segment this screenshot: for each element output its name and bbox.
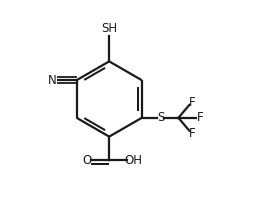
- Text: O: O: [83, 154, 92, 167]
- Text: F: F: [197, 111, 204, 124]
- Text: OH: OH: [124, 154, 142, 167]
- Text: F: F: [189, 96, 196, 109]
- Text: N: N: [47, 74, 56, 87]
- Text: F: F: [189, 127, 196, 140]
- Text: SH: SH: [101, 22, 117, 35]
- Text: S: S: [157, 111, 164, 124]
